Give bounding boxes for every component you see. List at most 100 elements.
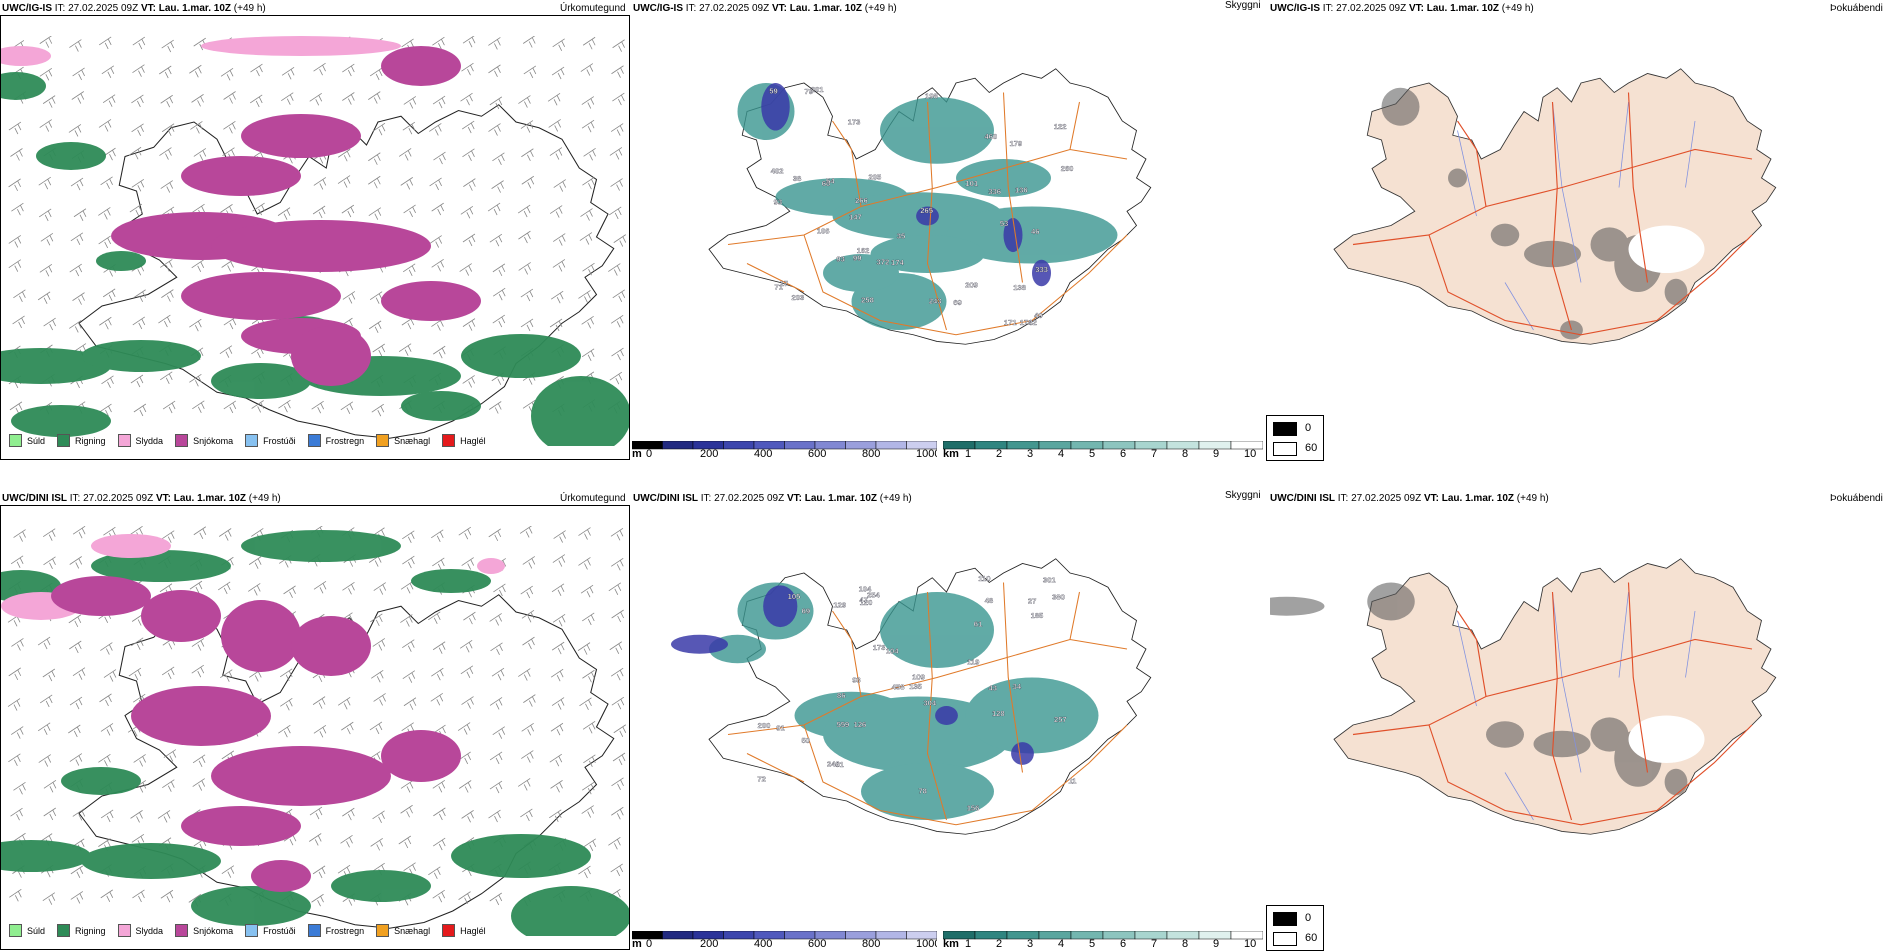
visibility-tick: 6 — [1120, 448, 1127, 460]
visibility-value: 203 — [792, 293, 805, 302]
visibility-tick: 9 — [1213, 448, 1220, 460]
lead-time: (+49 h) — [233, 3, 266, 14]
precip-type-map — [1, 526, 629, 936]
visibility-tick: 4 — [1058, 448, 1065, 460]
valid-time: Lau. 1.mar. 10Z — [804, 493, 878, 504]
legend-item: Slydda — [117, 924, 163, 937]
visibility-tick: 1 — [965, 448, 972, 460]
ceiling-tick: 200 — [700, 448, 719, 460]
visibility-value: 258 — [861, 296, 874, 305]
visibility-value: 99 — [853, 254, 861, 263]
sleet-areas — [1, 36, 401, 66]
legend-item: Rigning — [57, 924, 106, 937]
forecast-row: Súld Rigning Slydda Snjókoma Frostúði Frostre… — [0, 490, 1900, 951]
lead-time: (+49 h) — [879, 493, 912, 504]
legend-swatch — [9, 434, 22, 447]
legend-swatch — [245, 924, 259, 937]
visibility-unit: km — [943, 448, 959, 460]
precip-type-panel: Súld Rigning Slydda Snjókoma Frostúði Frostre… — [0, 15, 630, 460]
visibility-tick: 10 — [1244, 448, 1257, 460]
visibility-value: 138 — [1013, 283, 1026, 292]
visibility-tick: 9 — [1213, 938, 1220, 950]
visibility-value: 179 — [1009, 139, 1022, 148]
legend-label: Snjókoma — [193, 925, 234, 936]
visibility-value-labels: 35 60 79 53 82 173 174 147 99 336 136 198 59 171 266 20… — [769, 85, 1073, 327]
panel-title-visibility: Skyggni — [1225, 0, 1261, 11]
visibility-tick: 2 — [996, 938, 1003, 950]
visibility-value: 243 — [929, 297, 942, 306]
issue-label: IT: — [54, 3, 66, 14]
visibility-value: 35 — [897, 232, 906, 241]
fog-indicator-map — [1333, 68, 1777, 345]
visibility-value: 11 — [1068, 776, 1077, 785]
visibility-value: 200 — [758, 721, 771, 730]
low-ceiling-areas — [671, 585, 1034, 765]
visibility-value: 372 — [877, 258, 890, 267]
visibility-value: 209 — [965, 280, 978, 289]
visibility-value: 60 — [822, 179, 830, 188]
ceiling-tick: 0 — [646, 448, 653, 460]
ceiling-colorbar: m 0 200 400 600 800 1000 — [632, 438, 937, 460]
fog-legend: 0 60 — [1266, 905, 1324, 951]
valid-label: VT: — [140, 3, 156, 14]
visibility-value: 402 — [771, 167, 784, 176]
valid-time: Lau. 1.mar. 10Z — [1441, 493, 1515, 504]
visibility-value: 109 — [912, 672, 925, 681]
issue-time: 27.02.2025 09Z — [1351, 493, 1422, 504]
visibility-value: 458 — [892, 682, 905, 691]
panel-title-precip: Úrkomutegund — [560, 493, 626, 504]
visibility-value: 265 — [920, 206, 933, 215]
panel-title-fog: Þokuábendi — [1830, 3, 1883, 14]
roads — [1352, 582, 1753, 826]
coastline — [78, 104, 615, 439]
visibility-colorbar-svg — [943, 930, 1263, 940]
visibility-value-labels: 135 200 105 93 156 185 72 11 128 301 126 91 173 257 50… — [757, 574, 1077, 813]
legend-swatch — [376, 434, 390, 447]
model-name: UWC/DINI ISL — [633, 493, 698, 504]
precip-legend: Súld Rigning Slydda Snjókoma Frostúði Frostre… — [9, 434, 498, 447]
fog-swatch-light — [1273, 442, 1297, 456]
visibility-tick: 1 — [965, 938, 972, 950]
visibility-value: 110 — [978, 574, 990, 583]
visibility-value: 59 — [769, 87, 777, 96]
model-name: UWC/IG-IS — [1270, 3, 1320, 14]
ceiling-tick: 800 — [862, 448, 881, 460]
visibility-value: 93 — [852, 676, 860, 685]
visibility-tick: 8 — [1182, 448, 1189, 460]
visibility-colorbar-svg — [943, 440, 1263, 450]
visibility-tick: 3 — [1027, 448, 1034, 460]
issue-time: 27.02.2025 09Z — [83, 493, 154, 504]
issue-time: 27.02.2025 09Z — [68, 3, 139, 14]
legend-label: Rigning — [75, 435, 106, 446]
panel-header-right: UWC/IG-IS IT: 27.02.2025 09Z VT: Lau. 1.… — [1270, 3, 1534, 14]
visibility-map: 135 200 105 93 156 185 72 11 128 301 126 91 173 257 50… — [671, 558, 1152, 835]
visibility-value: 53 — [1000, 219, 1008, 228]
visibility-tick: 8 — [1182, 938, 1189, 950]
ceiling-tick: 800 — [862, 938, 881, 950]
low-ceiling-areas — [761, 83, 1051, 287]
fog-swatch-light — [1273, 932, 1297, 946]
lead-time: (+49 h) — [248, 493, 281, 504]
roads — [1352, 92, 1753, 336]
panel-header-right: UWC/DINI ISL IT: 27.02.2025 09Z VT: Lau.… — [1270, 493, 1549, 504]
fog-tick-high: 60 — [1305, 932, 1318, 944]
visibility-value: 106 — [817, 226, 830, 235]
issue-time: 27.02.2025 09Z — [699, 3, 770, 14]
visibility-value: 162 — [857, 246, 870, 255]
visibility-unit: km — [943, 938, 959, 950]
ceiling-tick: 1000 — [916, 448, 937, 460]
legend-label: Slydda — [135, 435, 164, 446]
visibility-value: 69 — [953, 298, 961, 307]
fog-legend: 0 60 — [1266, 415, 1324, 461]
visibility-value: 54 — [826, 177, 835, 186]
visibility-value: 61 — [974, 620, 983, 629]
visibility-value: 43 — [988, 683, 996, 692]
model-name: UWC/IG-IS — [2, 3, 52, 14]
fog-swatch-dark — [1273, 912, 1297, 926]
ceiling-tick: 0 — [646, 938, 653, 950]
legend-item: Súld — [9, 434, 45, 447]
ceiling-tick: 600 — [808, 448, 827, 460]
visibility-value: 50 — [801, 736, 809, 745]
visibility-value: 122 — [1054, 122, 1067, 131]
ceiling-tick: 400 — [754, 448, 773, 460]
